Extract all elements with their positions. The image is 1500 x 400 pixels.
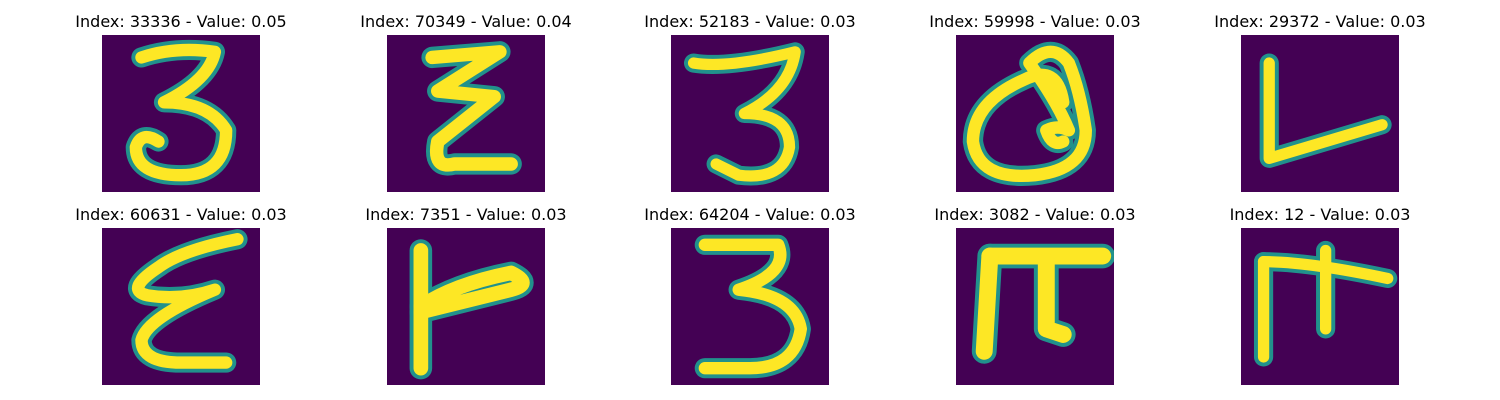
glyph-image-pi bbox=[956, 228, 1114, 385]
glyph-image-3 bbox=[671, 228, 829, 385]
sample-title: Index: 7351 - Value: 0.03 bbox=[365, 205, 567, 224]
sample-title: Index: 59998 - Value: 0.03 bbox=[929, 12, 1141, 31]
sample-title: Index: 29372 - Value: 0.03 bbox=[1214, 12, 1426, 31]
sample-title: Index: 52183 - Value: 0.03 bbox=[644, 12, 856, 31]
glyph-image-3 bbox=[671, 35, 829, 192]
glyph-image-pi bbox=[1241, 228, 1399, 385]
glyph-image-epsilon bbox=[102, 228, 260, 385]
glyph-image-flag bbox=[387, 228, 545, 385]
sample-title: Index: 60631 - Value: 0.03 bbox=[75, 205, 287, 224]
glyph-image-l bbox=[1241, 35, 1399, 192]
sample-title: Index: 64204 - Value: 0.03 bbox=[644, 205, 856, 224]
glyph-image-loop bbox=[956, 35, 1114, 192]
sample-title: Index: 3082 - Value: 0.03 bbox=[934, 205, 1136, 224]
sample-title: Index: 12 - Value: 0.03 bbox=[1229, 205, 1411, 224]
glyph-image-epsilon bbox=[387, 35, 545, 192]
glyph-image-3 bbox=[102, 35, 260, 192]
sample-title: Index: 70349 - Value: 0.04 bbox=[360, 12, 572, 31]
sample-title: Index: 33336 - Value: 0.05 bbox=[75, 12, 287, 31]
